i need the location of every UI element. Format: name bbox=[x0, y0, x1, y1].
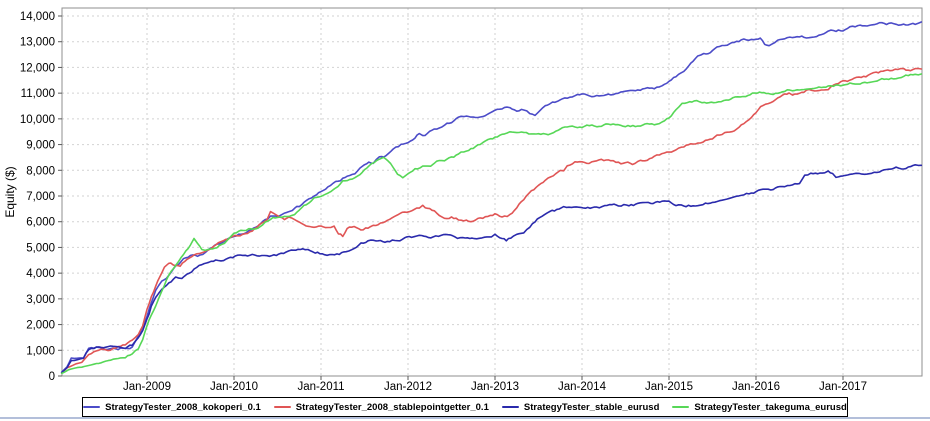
x-tick-label: Jan-2010 bbox=[210, 381, 258, 393]
y-tick-label: 0 bbox=[49, 371, 55, 383]
legend-line-swatch bbox=[83, 406, 101, 408]
x-tick-label: Jan-2011 bbox=[297, 381, 344, 393]
series-line-2 bbox=[60, 67, 923, 374]
y-tick-label: 13,000 bbox=[20, 37, 55, 49]
y-tick-label: 14,000 bbox=[20, 11, 55, 23]
x-tick-label: Jan-2014 bbox=[558, 381, 607, 393]
legend-label: StrategyTester_stable_eurusd bbox=[523, 401, 660, 413]
y-tick-label: 9,000 bbox=[26, 140, 55, 152]
series-line-3 bbox=[60, 164, 923, 374]
x-tick-label: Jan-2012 bbox=[384, 381, 432, 393]
x-tick-label: Jan-2016 bbox=[732, 381, 780, 393]
x-tick-label: Jan-2017 bbox=[819, 381, 867, 393]
legend: StrategyTester_2008_kokoperi_0.1 Strategy… bbox=[82, 397, 848, 417]
legend-label: StrategyTester_takeguma_eurusd bbox=[694, 401, 847, 413]
legend-item-1: StrategyTester_2008_kokoperi_0.1 bbox=[83, 402, 261, 413]
y-tick-label: 5,000 bbox=[26, 242, 55, 254]
y-tick-label: 3,000 bbox=[26, 294, 55, 306]
legend-line-swatch bbox=[672, 406, 690, 408]
y-axis-title: Equity ($) bbox=[3, 166, 17, 217]
series-line-4 bbox=[60, 73, 923, 375]
grid-lines bbox=[62, 8, 922, 376]
legend-item-4: StrategyTester_takeguma_eurusd bbox=[672, 401, 847, 413]
y-tick-label: 1,000 bbox=[26, 345, 55, 357]
legend-item-3: StrategyTester_stable_eurusd bbox=[501, 401, 660, 413]
y-tick-label: 11,000 bbox=[21, 88, 55, 100]
y-tick-label: 7,000 bbox=[26, 191, 55, 203]
axis-tick-labels: 0 1,000 2,000 3,000 4,000 5,000 6,000 7,000 8,00… bbox=[20, 11, 867, 393]
y-tick-label: 2,000 bbox=[26, 320, 55, 332]
x-tick-label: Jan-2013 bbox=[471, 381, 519, 393]
legend-label: StrategyTester_2008_stablepointgetter_0.… bbox=[295, 401, 489, 413]
y-tick-label: 4,000 bbox=[26, 268, 55, 280]
legend-label: StrategyTester_2008_kokoperi_0.1 bbox=[105, 401, 261, 413]
legend-line-swatch bbox=[501, 406, 519, 408]
legend-item-2: StrategyTester_2008_stablepointgetter_0.… bbox=[273, 401, 489, 413]
series-line-1 bbox=[60, 21, 923, 373]
axis-ticks bbox=[58, 15, 844, 380]
y-tick-label: 6,000 bbox=[26, 217, 55, 229]
y-tick-label: 12,000 bbox=[20, 62, 55, 74]
x-tick-label: Jan-2015 bbox=[645, 381, 693, 393]
series-lines bbox=[60, 21, 923, 375]
legend-line-swatch bbox=[273, 406, 291, 408]
y-tick-label: 8,000 bbox=[26, 165, 55, 177]
y-tick-label: 10,000 bbox=[20, 114, 55, 126]
plot-border bbox=[61, 7, 923, 377]
window-edge bbox=[0, 417, 930, 419]
x-tick-label: Jan-2009 bbox=[123, 381, 171, 393]
